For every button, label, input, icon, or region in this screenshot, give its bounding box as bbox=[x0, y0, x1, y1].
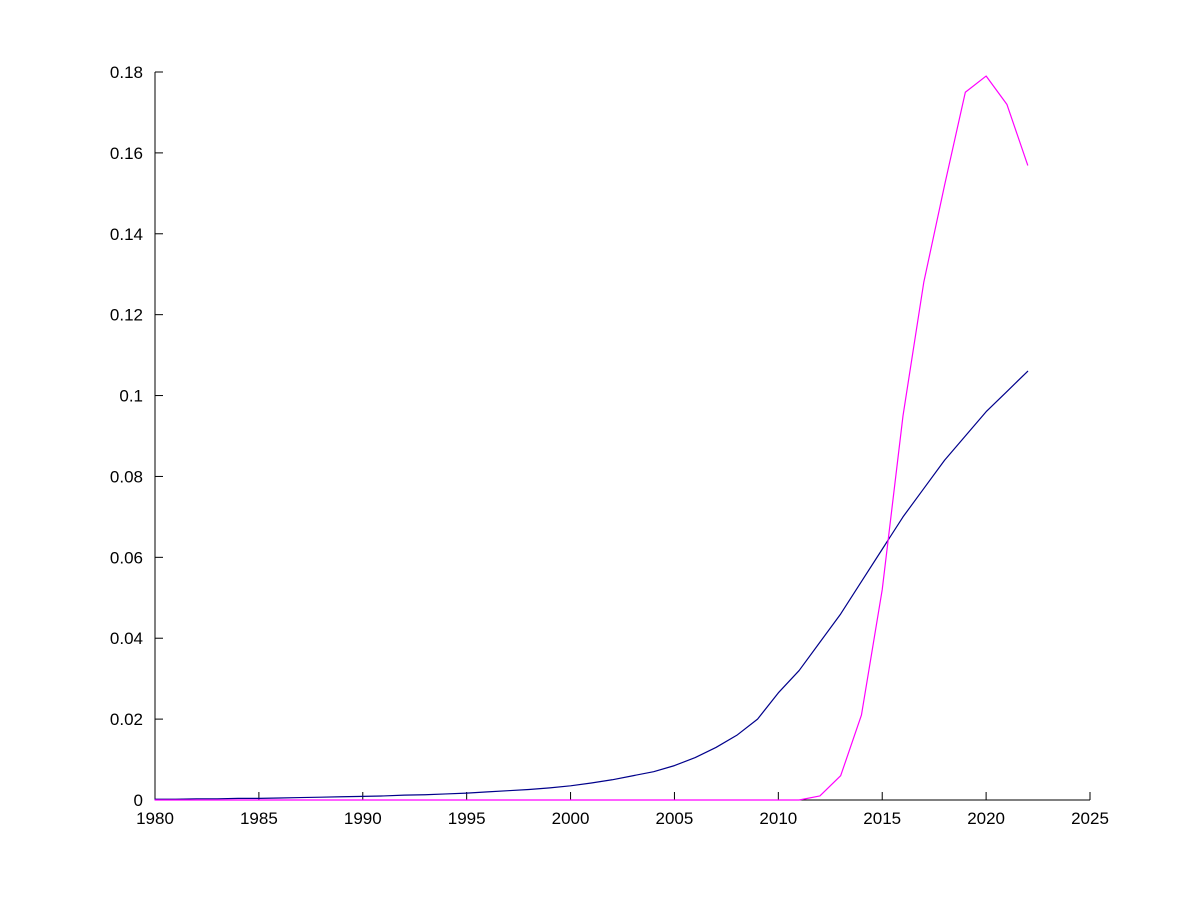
x-tick-label: 1990 bbox=[344, 809, 382, 828]
y-tick-label: 0.08 bbox=[110, 467, 143, 486]
x-tick-label: 1980 bbox=[136, 809, 174, 828]
y-tick-label: 0.02 bbox=[110, 710, 143, 729]
y-tick-label: 0.14 bbox=[110, 225, 143, 244]
series-line-blue-series bbox=[154, 370, 1029, 800]
x-tick-label: 1995 bbox=[448, 809, 486, 828]
x-tick-label: 2025 bbox=[1071, 809, 1109, 828]
x-tick-label: 2005 bbox=[656, 809, 694, 828]
x-tick-label: 2000 bbox=[552, 809, 590, 828]
x-tick-label: 2015 bbox=[863, 809, 901, 828]
y-tick-label: 0.18 bbox=[110, 63, 143, 82]
x-tick-label: 1985 bbox=[240, 809, 278, 828]
y-tick-label: 0.1 bbox=[119, 387, 143, 406]
series-line-magenta-series bbox=[154, 75, 1029, 801]
y-tick-label: 0.06 bbox=[110, 548, 143, 567]
y-tick-label: 0.16 bbox=[110, 144, 143, 163]
y-tick-label: 0.12 bbox=[110, 306, 143, 325]
x-tick-label: 2020 bbox=[967, 809, 1005, 828]
y-tick-label: 0 bbox=[134, 791, 143, 810]
x-tick-label: 2010 bbox=[759, 809, 797, 828]
y-tick-label: 0.04 bbox=[110, 629, 143, 648]
